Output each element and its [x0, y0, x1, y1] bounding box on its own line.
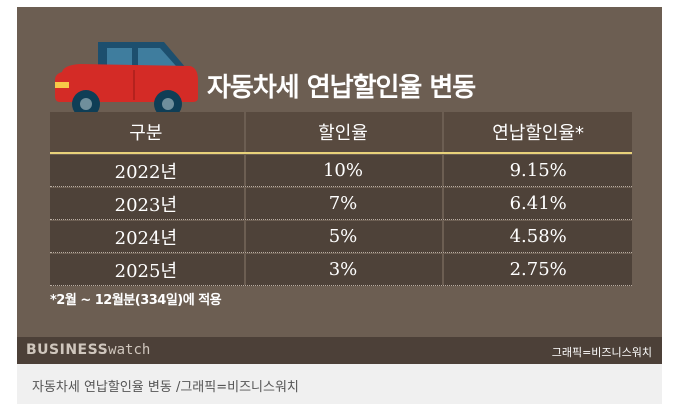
brand-logo-watch: watch — [108, 342, 151, 358]
header-annual-discount-rate: 연납할인율* — [442, 112, 632, 152]
cell-discount: 5% — [243, 221, 441, 252]
cell-discount: 10% — [243, 155, 441, 186]
chart-title: 자동차세 연납할인율 변동 — [207, 73, 476, 103]
cell-year: 2023년 — [114, 194, 178, 216]
cell-annual-discount: 2.75% — [442, 254, 632, 285]
cell-annual-discount: 9.15% — [442, 155, 632, 186]
header-discount-rate: 할인율 — [243, 112, 441, 152]
table-header: 구분 할인율 연납할인율* — [50, 112, 632, 154]
table-row: 2024년 5% 4.58% — [50, 221, 632, 253]
table-row: 2023년 7% 6.41% — [50, 188, 632, 220]
header-category: 구분 — [129, 123, 163, 144]
infographic-panel: 자동차세 연납할인율 변동 구분 할인율 연납할인율* 2022년 10% 9.… — [17, 7, 662, 364]
cell-year: 2022년 — [114, 161, 178, 183]
car-illustration-icon — [55, 42, 198, 117]
brand-bar: BUSINESSwatch 그래픽=비즈니스워치 — [17, 337, 662, 364]
cell-annual-discount: 6.41% — [442, 188, 632, 219]
cell-discount: 3% — [243, 254, 441, 285]
brand-logo: BUSINESSwatch — [26, 342, 150, 358]
discount-table: 구분 할인율 연납할인율* 2022년 10% 9.15% 2023년 7% 6… — [50, 112, 632, 286]
caption-text: 자동차세 연납할인율 변동 /그래픽=비즈니스워치 — [32, 380, 299, 395]
footnote: *2월 ~ 12월분(334일)에 적용 — [50, 293, 222, 308]
table-row: 2022년 10% 9.15% — [50, 155, 632, 187]
cell-year: 2024년 — [114, 227, 178, 249]
brand-logo-business: BUSINESS — [26, 342, 109, 358]
image-caption: 자동차세 연납할인율 변동 /그래픽=비즈니스워치 — [17, 364, 662, 404]
cell-annual-discount: 4.58% — [442, 221, 632, 252]
table-row: 2025년 3% 2.75% — [50, 254, 632, 286]
cell-year: 2025년 — [114, 260, 178, 282]
cell-discount: 7% — [243, 188, 441, 219]
graphic-credit: 그래픽=비즈니스워치 — [551, 346, 652, 359]
